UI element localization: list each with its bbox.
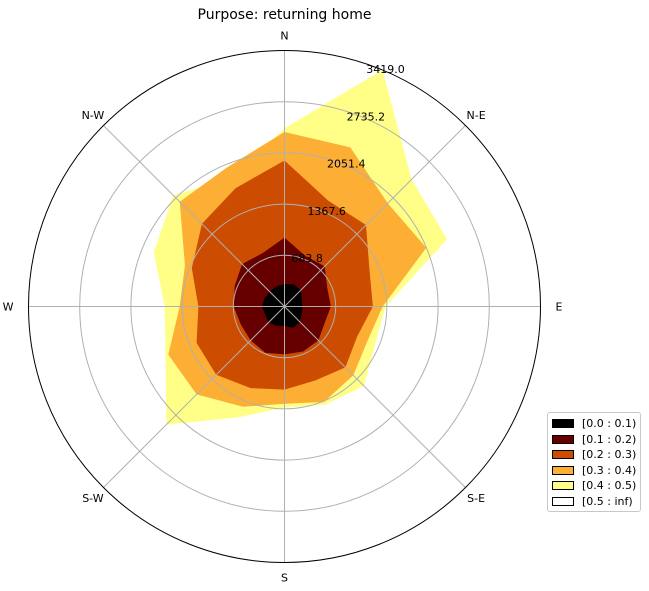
legend: [0.0 : 0.1) [0.1 : 0.2) [0.2 : 0.3) [0.3 : …	[547, 412, 641, 512]
legend-item: [0.5 : inf)	[552, 494, 640, 510]
outer-frame	[28, 50, 541, 563]
legend-item: [0.0 : 0.1)	[552, 416, 640, 432]
direction-label-N-E: N-E	[467, 109, 486, 122]
legend-swatch	[552, 496, 574, 506]
petals-layer	[153, 70, 448, 425]
legend-label: [0.2 : 0.3)	[582, 448, 637, 462]
petal-series-0	[262, 284, 303, 328]
radial-tick-label: 2051.4	[327, 158, 366, 171]
grid-spoke	[284, 125, 466, 307]
direction-label-S-E: S-E	[467, 492, 485, 505]
direction-label-E: E	[556, 301, 563, 314]
direction-label-N: N	[280, 30, 288, 43]
radial-tick-label: 2735.2	[347, 110, 386, 123]
direction-label-W: W	[3, 301, 14, 314]
direction-label-S-W: S-W	[82, 492, 104, 505]
grid-spoke	[103, 125, 285, 307]
grid-spoke	[103, 306, 285, 488]
legend-swatch	[552, 434, 574, 444]
radial-labels: 683.8 1367.6 2051.4 2735.2 3419.0	[291, 63, 404, 265]
chart-title: Purpose: returning home	[198, 7, 372, 23]
legend-swatch	[552, 419, 574, 429]
legend-swatch	[552, 481, 574, 491]
direction-label-S: S	[281, 572, 288, 585]
legend-item: [0.1 : 0.2)	[552, 432, 640, 448]
legend-item: [0.2 : 0.3)	[552, 447, 640, 463]
legend-label: [0.3 : 0.4)	[582, 463, 637, 477]
direction-label-N-W: N-W	[82, 109, 105, 122]
grid-spoke	[284, 306, 466, 488]
legend-swatch	[552, 465, 574, 475]
legend-label: [0.4 : 0.5)	[582, 479, 637, 493]
radial-tick-label: 3419.0	[366, 63, 405, 76]
legend-label: [0.5 : inf)	[582, 494, 633, 508]
grid-layer	[28, 50, 541, 563]
radial-tick-label: 683.8	[291, 252, 323, 265]
legend-label: [0.1 : 0.2)	[582, 432, 637, 446]
legend-swatch	[552, 450, 574, 460]
legend-item: [0.3 : 0.4)	[552, 463, 640, 479]
legend-item: [0.4 : 0.5)	[552, 478, 640, 494]
radial-tick-label: 1367.6	[307, 205, 346, 218]
legend-label: [0.0 : 0.1)	[582, 417, 637, 431]
direction-labels: N N-E E S-E S S-W W N-W	[3, 30, 563, 585]
